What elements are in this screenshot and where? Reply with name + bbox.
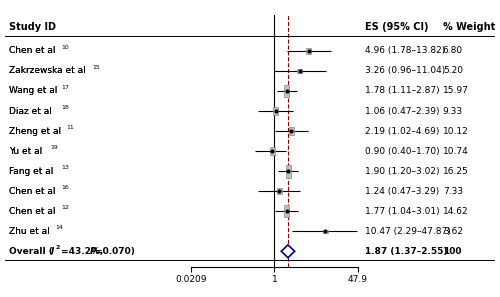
Text: 3.26 (0.96–11.04): 3.26 (0.96–11.04) <box>364 67 445 75</box>
Text: % Weight: % Weight <box>443 22 495 32</box>
Text: 1.87 (1.37–2.55): 1.87 (1.37–2.55) <box>364 247 447 256</box>
Text: 7.33: 7.33 <box>443 187 463 196</box>
Text: Fang et al: Fang et al <box>8 167 53 176</box>
Text: 16.25: 16.25 <box>443 167 468 176</box>
Bar <box>284 85 290 97</box>
Text: 14.62: 14.62 <box>443 207 468 216</box>
Text: Chen et al: Chen et al <box>8 207 55 216</box>
Text: Fang et al: Fang et al <box>8 167 53 176</box>
Text: Zheng et al: Zheng et al <box>8 127 61 135</box>
Text: 1.06 (0.47–2.39): 1.06 (0.47–2.39) <box>364 107 439 116</box>
Text: 9.33: 9.33 <box>443 107 463 116</box>
Text: Overall (: Overall ( <box>8 247 52 256</box>
Text: 1.90 (1.20–3.02): 1.90 (1.20–3.02) <box>364 167 439 176</box>
Text: 10.74: 10.74 <box>443 147 468 156</box>
Text: Wang et al: Wang et al <box>8 86 57 96</box>
Text: 14: 14 <box>56 225 64 230</box>
Text: 2.19 (1.02–4.69): 2.19 (1.02–4.69) <box>364 127 439 135</box>
Text: Study ID: Study ID <box>8 22 56 32</box>
Text: Diaz et al: Diaz et al <box>8 107 52 116</box>
Text: Chen et al: Chen et al <box>8 46 55 56</box>
Text: Diaz et al: Diaz et al <box>8 107 52 116</box>
Text: Chen et al: Chen et al <box>8 207 55 216</box>
Text: 1.78 (1.11–2.87): 1.78 (1.11–2.87) <box>364 86 440 96</box>
Text: 18: 18 <box>61 105 68 110</box>
Text: 15.97: 15.97 <box>443 86 468 96</box>
Bar <box>298 69 302 73</box>
Text: Zakrzewska et al: Zakrzewska et al <box>8 67 86 75</box>
Text: 10.47 (2.29–47.87): 10.47 (2.29–47.87) <box>364 227 450 236</box>
Text: 5.20: 5.20 <box>443 67 463 75</box>
Text: 19: 19 <box>50 145 58 150</box>
Bar <box>322 230 328 233</box>
Text: Chen et al: Chen et al <box>8 46 55 56</box>
Text: Yu et al: Yu et al <box>8 147 42 156</box>
Text: 15: 15 <box>92 65 100 70</box>
Text: Chen et al: Chen et al <box>8 187 55 196</box>
Bar <box>286 165 291 178</box>
Text: Zhu et al: Zhu et al <box>8 227 50 236</box>
Text: 1.24 (0.47–3.29): 1.24 (0.47–3.29) <box>364 187 439 196</box>
Text: 0.90 (0.40–1.70): 0.90 (0.40–1.70) <box>364 147 440 156</box>
Text: 13: 13 <box>61 165 68 170</box>
Text: 17: 17 <box>61 85 68 90</box>
Text: Yu et al: Yu et al <box>8 147 42 156</box>
Text: 10.12: 10.12 <box>443 127 468 135</box>
Text: Zhu et al: Zhu et al <box>8 227 50 236</box>
Text: I: I <box>50 247 54 256</box>
Text: Chen et al: Chen et al <box>8 187 55 196</box>
Text: 2: 2 <box>56 245 60 250</box>
Text: 11: 11 <box>66 125 74 130</box>
Text: =43.2%,: =43.2%, <box>61 247 106 256</box>
Text: Zakrzewska et al: Zakrzewska et al <box>8 67 86 75</box>
Bar <box>306 48 312 53</box>
Bar <box>284 206 290 217</box>
Polygon shape <box>282 245 294 258</box>
Text: ES (95% CI): ES (95% CI) <box>364 22 428 32</box>
Text: 1.77 (1.04–3.01): 1.77 (1.04–3.01) <box>364 207 440 216</box>
Bar <box>270 147 274 155</box>
Text: 3.62: 3.62 <box>443 227 463 236</box>
Text: 12: 12 <box>61 205 68 210</box>
Text: 16: 16 <box>61 185 68 190</box>
Text: 6.80: 6.80 <box>443 46 463 56</box>
Text: 100: 100 <box>443 247 462 256</box>
Bar <box>274 107 278 115</box>
Text: 4.96 (1.78–13.82): 4.96 (1.78–13.82) <box>364 46 445 56</box>
Text: Wang et al: Wang et al <box>8 86 57 96</box>
Text: P: P <box>90 247 96 256</box>
Bar <box>276 188 281 194</box>
Text: Zheng et al: Zheng et al <box>8 127 61 135</box>
Bar <box>289 127 294 135</box>
Text: =0.070): =0.070) <box>94 247 134 256</box>
Text: 10: 10 <box>61 45 68 50</box>
